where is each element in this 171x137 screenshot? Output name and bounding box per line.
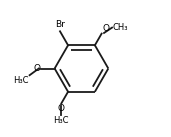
Text: O: O xyxy=(102,24,109,33)
Text: H₃C: H₃C xyxy=(13,76,29,85)
Text: CH₃: CH₃ xyxy=(113,23,128,32)
Text: O: O xyxy=(58,104,65,113)
Text: Br: Br xyxy=(55,20,65,29)
Text: O: O xyxy=(34,64,41,73)
Text: H₃C: H₃C xyxy=(54,116,69,125)
